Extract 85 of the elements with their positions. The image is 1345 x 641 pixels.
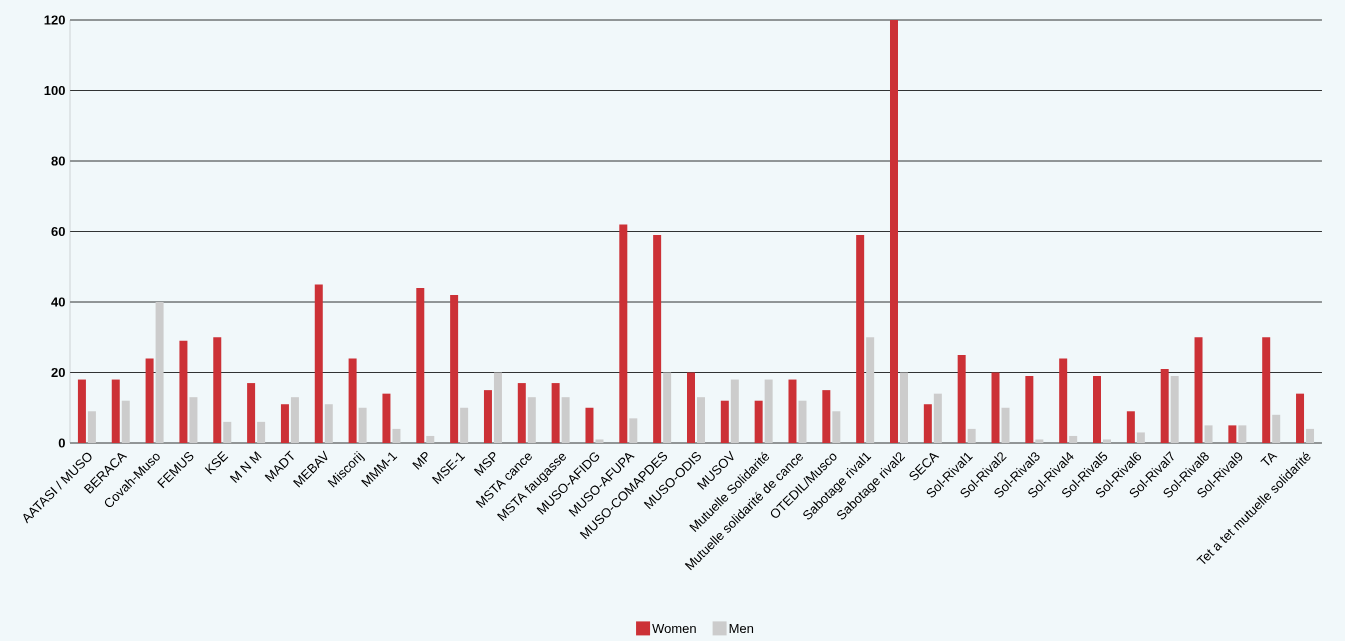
bar: [314, 284, 323, 443]
bar: [967, 428, 976, 443]
bar: [1238, 425, 1247, 443]
bar: [686, 372, 695, 443]
bar: [1025, 376, 1034, 443]
bar: [155, 302, 164, 443]
y-tick-label: 20: [51, 367, 65, 378]
x-tick-label: M N M: [229, 451, 262, 484]
bar: [696, 397, 705, 443]
bar: [1194, 337, 1203, 443]
y-tick-label: 60: [51, 226, 65, 237]
bar: [179, 340, 188, 443]
bar: [358, 407, 367, 443]
bar: [145, 358, 154, 443]
bar: [1262, 337, 1271, 443]
bar: [957, 354, 966, 443]
bar: [223, 421, 232, 443]
bar: [1103, 439, 1112, 443]
bar: [764, 379, 773, 443]
bar: [1170, 376, 1179, 443]
bar: [991, 372, 1000, 443]
bar: [798, 400, 807, 443]
bar: [1160, 368, 1169, 443]
y-tick-label: 0: [58, 438, 65, 448]
bar: [933, 393, 942, 443]
bar: [460, 407, 469, 443]
bar: [483, 390, 492, 443]
bar: [619, 224, 628, 443]
y-tick-label: 100: [44, 85, 65, 96]
bar: [1126, 411, 1135, 443]
bar: [832, 411, 841, 443]
bar: [923, 404, 932, 443]
bar: [788, 379, 797, 443]
legend-label: Women: [652, 623, 696, 634]
bar: [290, 397, 299, 443]
bar: [730, 379, 739, 443]
bar: [1306, 428, 1315, 443]
bar: [1093, 376, 1102, 443]
bar: [856, 235, 865, 443]
y-tick-label: 80: [51, 156, 65, 166]
bar: [348, 358, 357, 443]
bar: [280, 404, 289, 443]
bar: [1136, 432, 1145, 443]
bar: [527, 397, 536, 443]
bar: [1069, 435, 1078, 443]
bar: [392, 428, 401, 443]
bar: [629, 418, 638, 443]
bar: [900, 372, 908, 443]
bar: [1035, 439, 1044, 443]
bar: [450, 294, 459, 443]
bar: [324, 404, 333, 443]
bar: [426, 435, 435, 443]
bar: [493, 372, 502, 443]
bar: [121, 400, 130, 443]
bar: [890, 20, 898, 443]
bar: [247, 383, 256, 443]
bar: [1272, 414, 1281, 443]
bar: [1296, 393, 1305, 443]
bar: [213, 337, 222, 443]
bar: [416, 287, 425, 443]
bar: [1001, 407, 1010, 443]
y-tick-label: 120: [44, 15, 65, 25]
bar: [87, 411, 96, 443]
bar: [1204, 425, 1213, 443]
bar: [754, 400, 763, 443]
bar: [663, 372, 672, 443]
bar: [1059, 358, 1068, 443]
bar: [517, 383, 526, 443]
bar: [551, 383, 560, 443]
bar: [382, 393, 391, 443]
bar: [822, 390, 831, 443]
bar: [720, 400, 729, 443]
x-tick-label: MP: [412, 451, 428, 470]
bar: [653, 235, 662, 443]
bar: [189, 397, 198, 443]
bar: [866, 337, 875, 443]
legend-label: Men: [729, 623, 754, 634]
bar: [595, 439, 604, 443]
bar: [111, 379, 120, 443]
y-tick-label: 40: [51, 297, 65, 307]
bar: [77, 379, 86, 443]
bar: [1228, 425, 1237, 443]
bar: [561, 397, 570, 443]
bar: [585, 407, 594, 443]
bar: [257, 421, 266, 443]
